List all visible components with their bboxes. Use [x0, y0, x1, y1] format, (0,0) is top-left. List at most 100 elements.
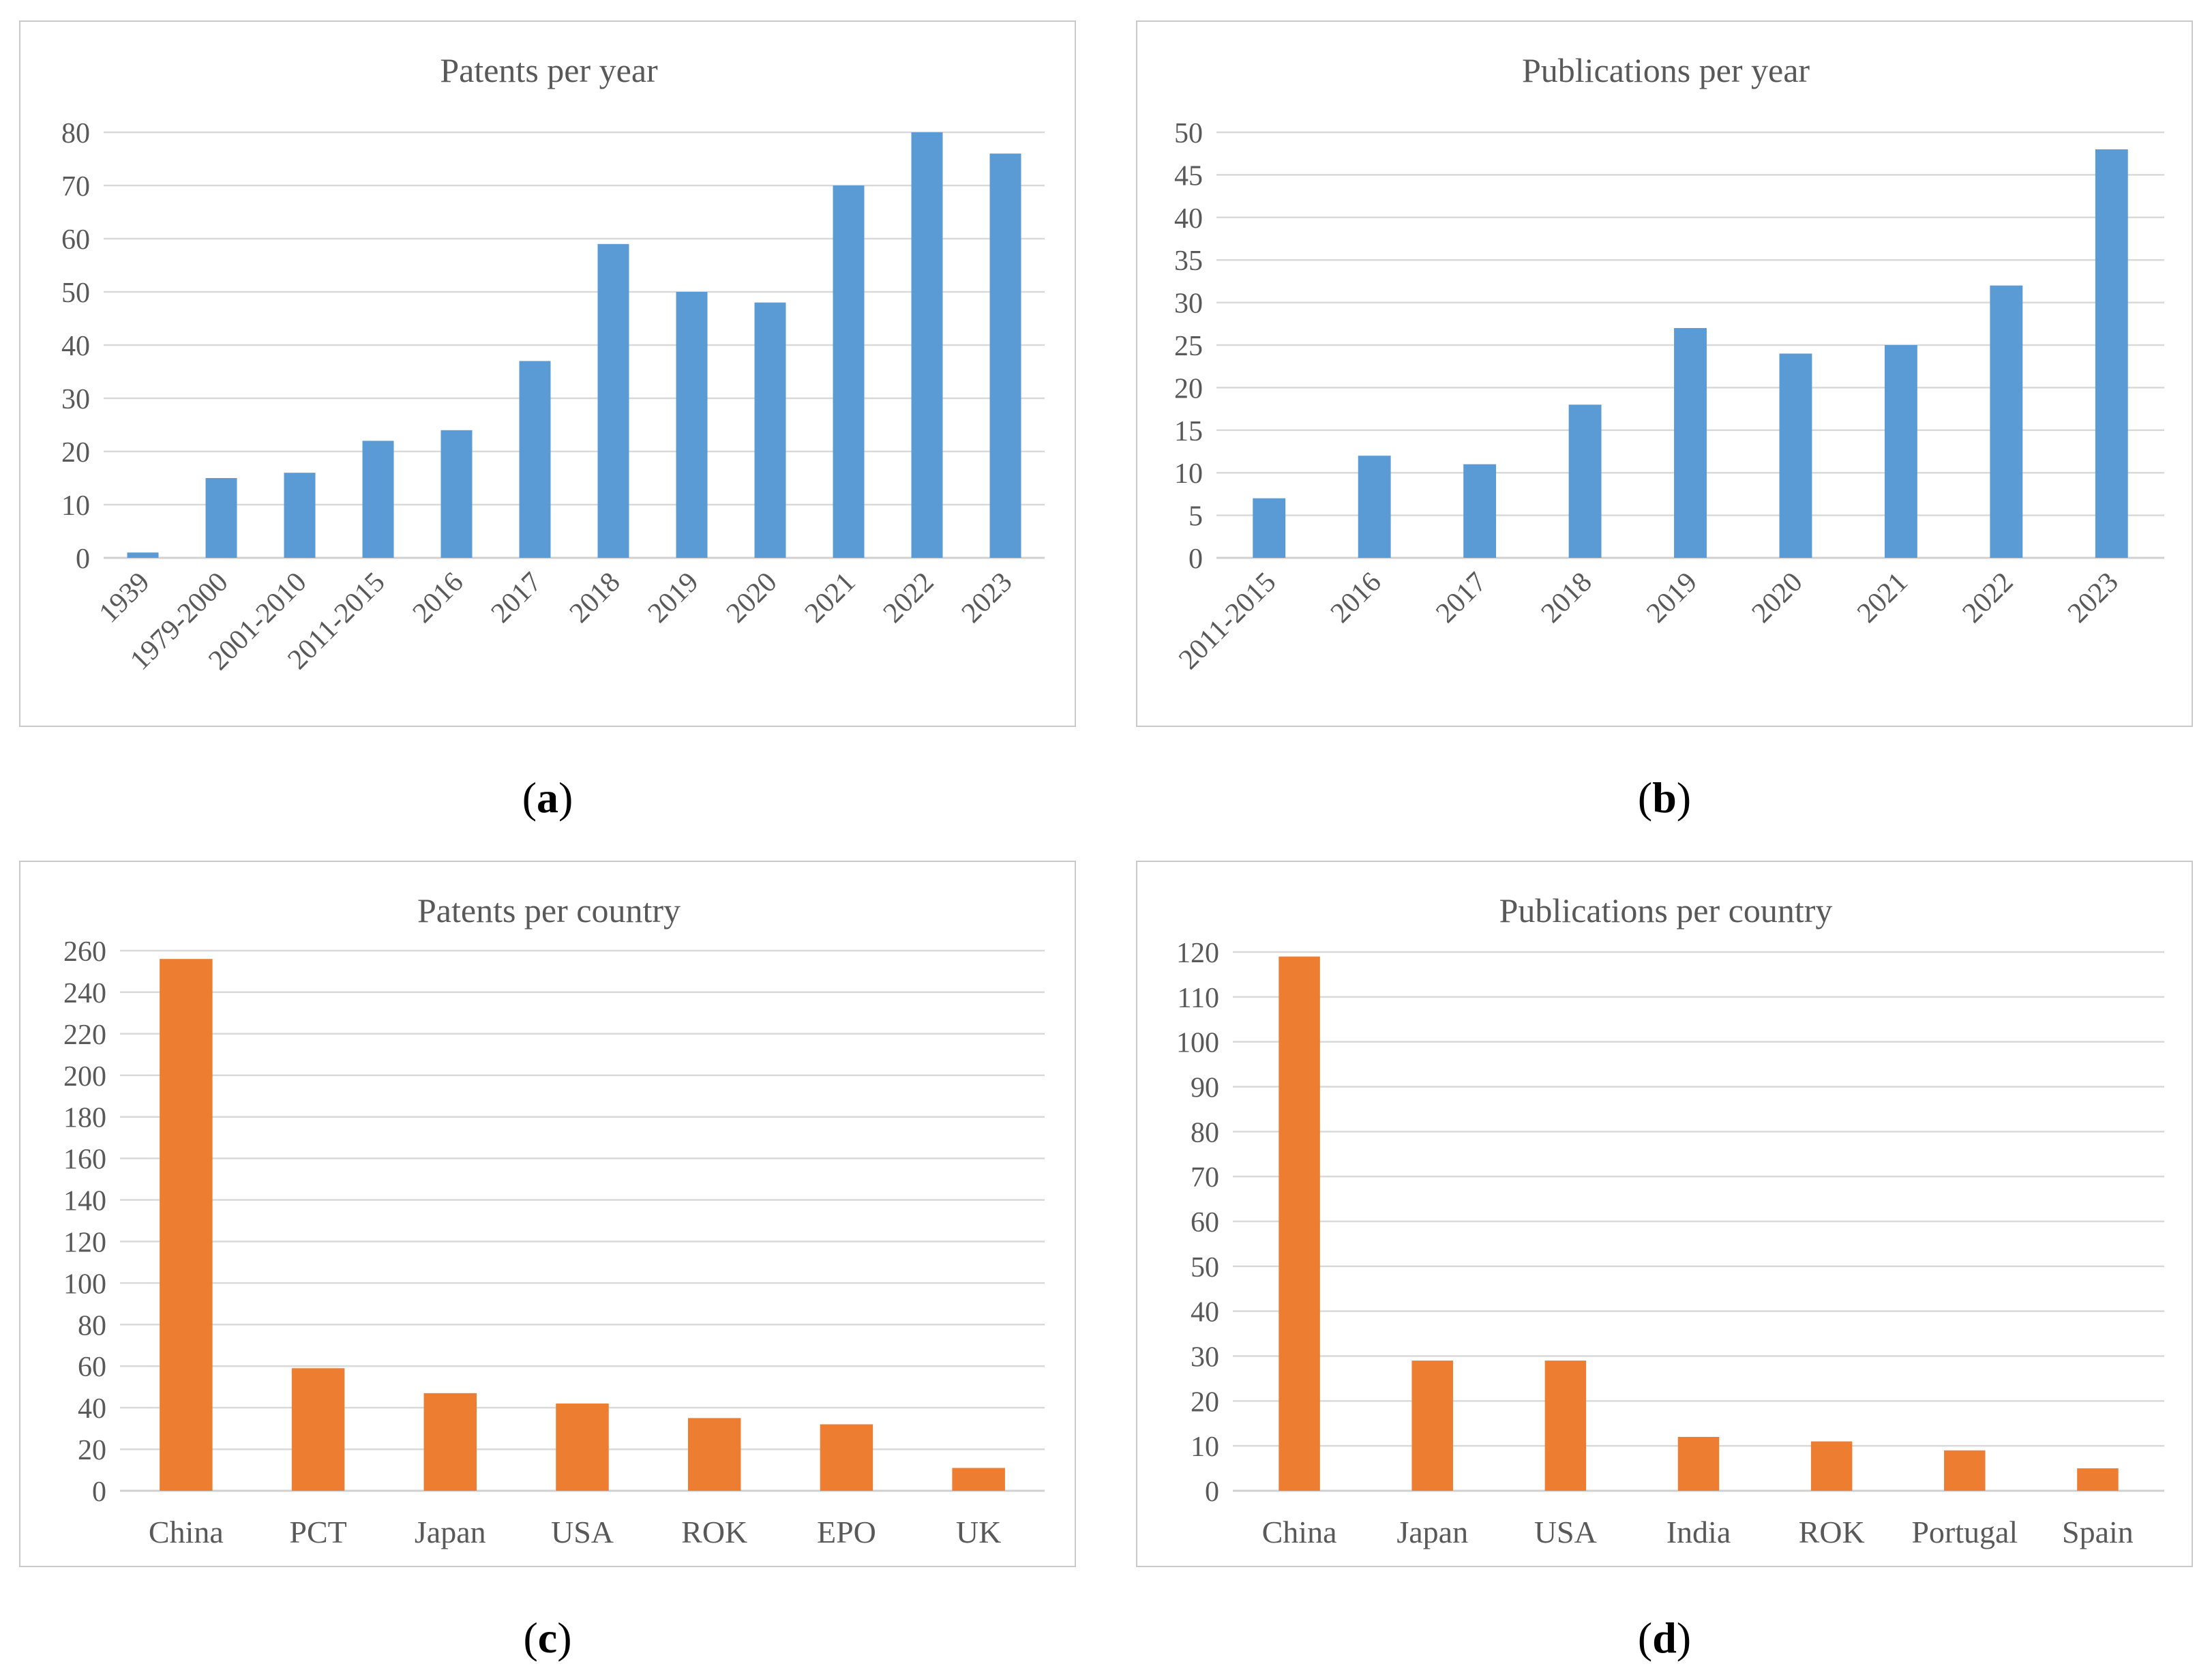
x-tick-label-c-japan: Japan	[415, 1515, 486, 1549]
caption-c-letter: c	[537, 1614, 558, 1662]
chart-title-c: Patents per country	[417, 891, 681, 930]
chart-patents-per-year: Patents per year010203040506070801939197…	[61, 51, 1045, 677]
y-tick-label-b-45: 45	[1174, 160, 1203, 192]
y-tick-label-d-110: 110	[1178, 983, 1219, 1014]
bar-a-1939	[127, 552, 159, 558]
y-tick-label-d-60: 60	[1191, 1207, 1219, 1238]
x-tick-label-a-1939: 1939	[93, 567, 156, 629]
bar-c-china	[160, 959, 213, 1491]
y-tick-label-c-140: 140	[63, 1186, 106, 1217]
y-tick-label-a-50: 50	[61, 278, 90, 309]
bar-b-2022	[1990, 285, 2023, 558]
bar-a-2022	[911, 132, 943, 558]
x-tick-label-b-2023: 2023	[2062, 567, 2125, 629]
y-tick-label-b-35: 35	[1174, 246, 1203, 277]
y-tick-label-a-40: 40	[61, 331, 90, 362]
bar-c-pct	[291, 1368, 345, 1491]
bar-b-2021	[1884, 345, 1917, 558]
x-tick-label-b-2021: 2021	[1851, 567, 1914, 629]
y-tick-label-c-80: 80	[78, 1310, 106, 1341]
x-tick-label-b-2019: 2019	[1641, 567, 1703, 629]
x-tick-label-c-epo: EPO	[817, 1515, 876, 1549]
bar-a-2019	[676, 292, 708, 558]
y-tick-label-c-120: 120	[63, 1227, 106, 1258]
y-tick-label-c-160: 160	[63, 1144, 106, 1176]
y-tick-label-d-120: 120	[1176, 938, 1219, 969]
x-tick-label-a-2017: 2017	[485, 567, 548, 629]
bar-a-2001-2010	[284, 473, 316, 558]
y-tick-label-b-0: 0	[1189, 544, 1203, 575]
y-tick-label-d-90: 90	[1191, 1073, 1219, 1104]
caption-c: (c)	[523, 1614, 572, 1662]
bar-a-2011-2015	[362, 441, 394, 558]
chart-publications-per-year: Publications per year 0 5 10 15 20 25 30 35 40 45 5…	[1173, 51, 2164, 676]
x-tick-label-c-rok: ROK	[681, 1515, 747, 1549]
y-tick-label-b-15: 15	[1174, 416, 1203, 447]
y-tick-label-d-10: 10	[1191, 1431, 1219, 1463]
chart-panel-publications-per-country: Publications per country 0 10 20 30 40 50 60 70 8…	[1136, 861, 2193, 1567]
y-tick-label-c-200: 200	[63, 1061, 106, 1093]
y-tick-label-a-70: 70	[61, 171, 90, 203]
x-tick-label-a-2018: 2018	[564, 567, 627, 629]
x-tick-label-d-japan: Japan	[1396, 1515, 1468, 1549]
chart-publications-per-country: Publications per country 0 10 20 30 40 50 60 70 8…	[1176, 891, 2164, 1549]
y-tick-label-d-20: 20	[1191, 1386, 1219, 1418]
caption-a-letter: a	[537, 773, 558, 822]
bar-a-1979-2000	[205, 478, 237, 558]
y-tick-label-c-20: 20	[78, 1435, 106, 1466]
y-tick-label-d-0: 0	[1205, 1476, 1219, 1508]
chart-title-d: Publications per country	[1499, 891, 1833, 930]
x-tick-label-b-2018: 2018	[1536, 567, 1598, 629]
x-tick-label-d-portugal: Portugal	[1911, 1515, 2018, 1549]
x-tick-label-c-china: China	[149, 1515, 224, 1549]
y-tick-label-c-100: 100	[63, 1268, 106, 1300]
y-tick-label-d-100: 100	[1176, 1028, 1219, 1059]
y-tick-label-b-25: 25	[1174, 331, 1203, 362]
y-tick-label-b-40: 40	[1174, 203, 1203, 235]
x-tick-label-a-2016: 2016	[407, 567, 470, 629]
bar-a-2021	[833, 185, 865, 558]
chart-panel-patents-per-year: Patents per year 0 10 20 30 40 50 60 70 80 1939 197…	[19, 20, 1076, 727]
y-tick-label-a-20: 20	[61, 437, 90, 469]
y-tick-label-b-50: 50	[1174, 118, 1203, 149]
bar-c-rok	[687, 1418, 741, 1491]
chart-title-b: Publications per year	[1522, 51, 1810, 89]
y-tick-label-c-60: 60	[78, 1352, 106, 1383]
bar-b-2016	[1358, 456, 1391, 558]
bar-a-2020	[754, 302, 786, 558]
x-tick-label-a-2020: 2020	[721, 567, 783, 629]
y-tick-label-c-220: 220	[63, 1020, 106, 1051]
x-tick-label-a-2022: 2022	[878, 567, 940, 629]
x-tick-label-a-2023: 2023	[956, 567, 1019, 629]
bar-b-2019	[1674, 328, 1707, 558]
y-tick-label-d-80: 80	[1191, 1117, 1219, 1148]
chart-panel-patents-per-country: Patents per country 0 20 40 60 80 100 120 140 160…	[19, 861, 1076, 1567]
bar-d-china	[1279, 956, 1320, 1491]
y-tick-label-c-240: 240	[63, 978, 106, 1009]
caption-d: (d)	[1637, 1614, 1692, 1662]
y-tick-label-c-260: 260	[63, 936, 106, 968]
x-tick-label-b-2016: 2016	[1325, 567, 1388, 629]
bar-b-2017	[1463, 464, 1497, 558]
x-tick-label-c-usa: USA	[551, 1515, 614, 1549]
y-tick-label-c-40: 40	[78, 1393, 106, 1425]
y-tick-label-d-50: 50	[1191, 1252, 1219, 1283]
chart-title-a: Patents per year	[440, 51, 658, 89]
bar-c-epo	[820, 1424, 873, 1491]
bar-b-2023	[2095, 149, 2128, 558]
bar-c-japan	[423, 1393, 477, 1491]
x-tick-label-d-rok: ROK	[1799, 1515, 1865, 1549]
y-tick-label-b-5: 5	[1189, 501, 1203, 533]
y-tick-label-a-60: 60	[61, 224, 90, 256]
bar-a-2017	[519, 361, 551, 558]
bar-d-spain	[2077, 1468, 2119, 1491]
bar-b-2018	[1568, 404, 1602, 558]
x-tick-label-d-spain: Spain	[2062, 1515, 2134, 1549]
y-tick-label-d-30: 30	[1191, 1342, 1219, 1373]
x-tick-label-d-china: China	[1262, 1515, 1337, 1549]
bar-d-japan	[1411, 1361, 1453, 1491]
bar-c-uk	[952, 1468, 1005, 1491]
y-tick-label-b-10: 10	[1174, 458, 1203, 490]
x-tick-label-c-pct: PCT	[289, 1515, 346, 1549]
x-tick-label-a-2019: 2019	[642, 567, 705, 629]
